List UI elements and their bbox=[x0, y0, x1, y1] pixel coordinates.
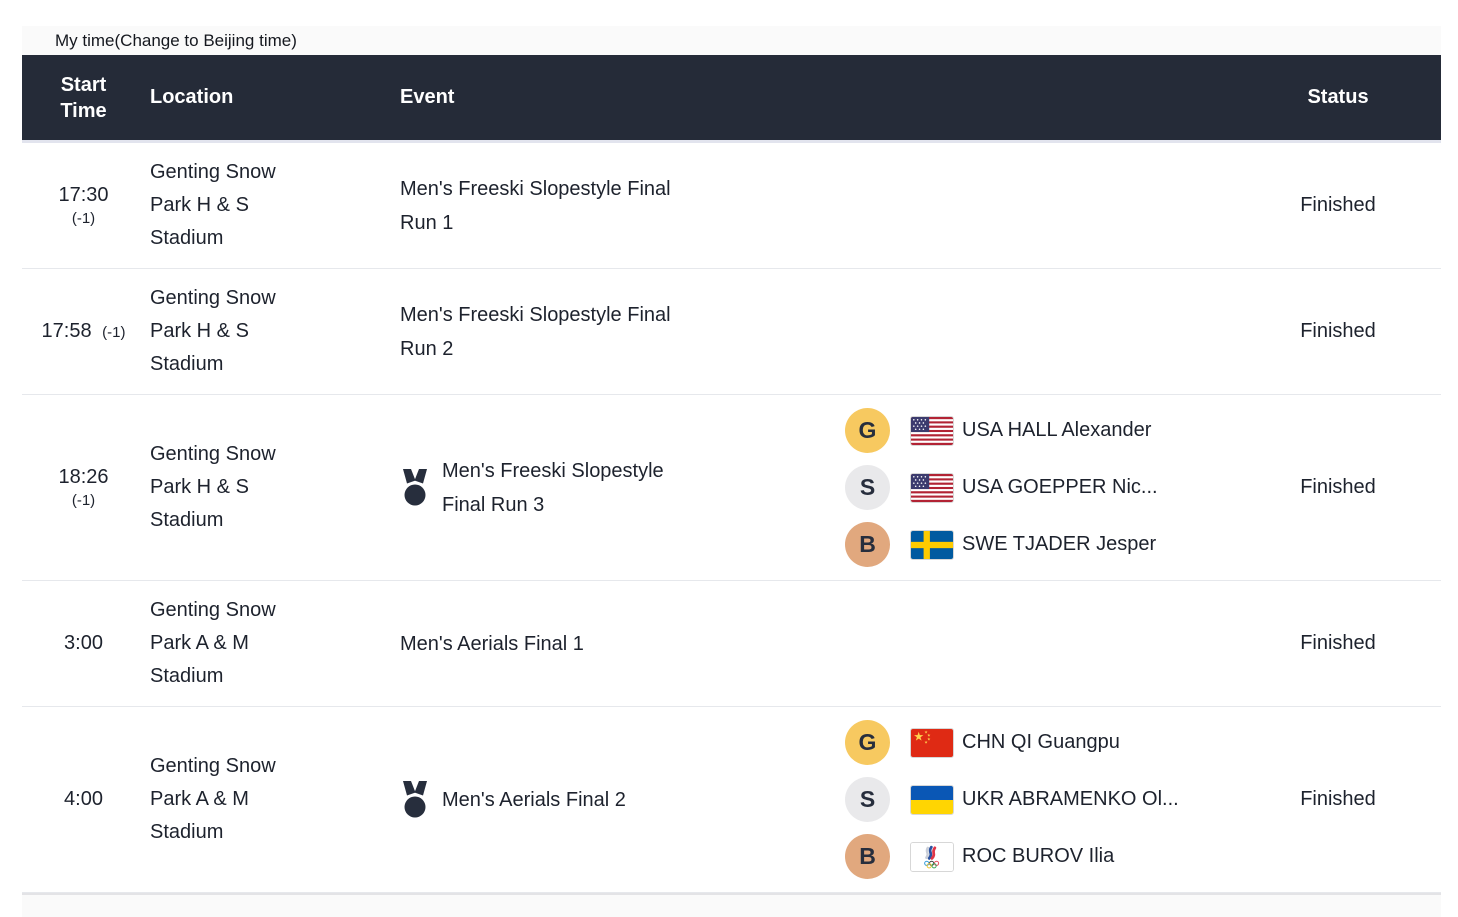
table-body: 17:30 (-1) Genting Snow Park H & S Stadi… bbox=[22, 143, 1441, 893]
medalist-list: G CHN QI Guangpu S UKR ABRAMENKO Ol... B… bbox=[845, 720, 1235, 879]
medalist-item[interactable]: B SWE TJADER Jesper bbox=[845, 522, 1235, 567]
table-row: 3:00 Genting Snow Park A & M Stadium Men… bbox=[22, 581, 1441, 707]
event-cell: Men's Aerials Final 2 bbox=[395, 780, 820, 819]
medal-event-icon bbox=[400, 468, 430, 507]
usa-flag bbox=[910, 472, 954, 503]
table-row: 4:00 Genting Snow Park A & M Stadium Men… bbox=[22, 707, 1441, 893]
medal-badge: B bbox=[845, 834, 890, 879]
medal-badge: G bbox=[845, 408, 890, 453]
location-text: Genting Snow Park H & S Stadium bbox=[150, 161, 276, 249]
start-time-value: 17:58 bbox=[41, 320, 92, 342]
header-event: Event bbox=[400, 86, 455, 108]
status-cell: Finished bbox=[1235, 632, 1441, 655]
location-cell: Genting Snow Park H & S Stadium bbox=[145, 282, 395, 381]
location-cell: Genting Snow Park H & S Stadium bbox=[145, 438, 395, 537]
location-text: Genting Snow Park H & S Stadium bbox=[150, 443, 276, 531]
header-location: Location bbox=[150, 86, 234, 108]
medal-badge: G bbox=[845, 720, 890, 765]
status-text: Finished bbox=[1300, 194, 1376, 216]
start-time-cell: 4:00 bbox=[22, 788, 145, 811]
chn-flag bbox=[910, 727, 954, 758]
medalist-item[interactable]: S USA GOEPPER Nic... bbox=[845, 465, 1235, 510]
status-text: Finished bbox=[1300, 632, 1376, 654]
time-offset: (-1) bbox=[71, 210, 96, 227]
table-row: 18:26 (-1) Genting Snow Park H & S Stadi… bbox=[22, 395, 1441, 581]
status-cell: Finished bbox=[1235, 788, 1441, 811]
location-text: Genting Snow Park A & M Stadium bbox=[150, 599, 276, 687]
medalist-item[interactable]: S UKR ABRAMENKO Ol... bbox=[845, 777, 1235, 822]
medalist-name: SWE TJADER Jesper bbox=[962, 533, 1157, 555]
medal-event-icon bbox=[400, 780, 430, 819]
medalist-list: G USA HALL Alexander S USA GOEPPER Nic..… bbox=[845, 408, 1235, 567]
status-text: Finished bbox=[1300, 320, 1376, 342]
status-cell: Finished bbox=[1235, 194, 1441, 217]
start-time-cell: 17:30 (-1) bbox=[22, 184, 145, 227]
table-row: 17:58 (-1) Genting Snow Park H & S Stadi… bbox=[22, 269, 1441, 395]
change-timezone-link[interactable]: (Change to Beijing time) bbox=[114, 30, 297, 50]
header-start-time: Start Time bbox=[60, 73, 107, 122]
location-cell: Genting Snow Park A & M Stadium bbox=[145, 750, 395, 849]
location-cell: Genting Snow Park A & M Stadium bbox=[145, 594, 395, 693]
medal-badge: S bbox=[845, 465, 890, 510]
event-title[interactable]: Men's Aerials Final 2 bbox=[442, 788, 626, 811]
status-cell: Finished bbox=[1235, 320, 1441, 343]
start-time-value: 18:26 bbox=[58, 466, 109, 488]
medalist-name: CHN QI Guangpu bbox=[962, 731, 1120, 753]
my-time-label: My time bbox=[55, 30, 115, 50]
table-row: 17:30 (-1) Genting Snow Park H & S Stadi… bbox=[22, 143, 1441, 269]
event-title[interactable]: Men's Aerials Final 1 bbox=[400, 632, 584, 655]
event-title[interactable]: Men's Freeski Slopestyle Final Run 1 bbox=[400, 177, 671, 234]
usa-flag bbox=[910, 415, 954, 446]
event-title[interactable]: Men's Freeski Slopestyle Final Run 3 bbox=[442, 459, 664, 516]
roc-flag bbox=[910, 841, 954, 872]
location-text: Genting Snow Park H & S Stadium bbox=[150, 287, 276, 375]
medalist-name: UKR ABRAMENKO Ol... bbox=[962, 788, 1179, 810]
schedule-table: My time (Change to Beijing time) Start T… bbox=[22, 26, 1441, 917]
location-text: Genting Snow Park A & M Stadium bbox=[150, 755, 276, 843]
medal-badge: S bbox=[845, 777, 890, 822]
medal-badge: B bbox=[845, 522, 890, 567]
header-status: Status bbox=[1307, 86, 1369, 108]
medalist-name: ROC BUROV Ilia bbox=[962, 845, 1115, 867]
status-text: Finished bbox=[1300, 476, 1376, 498]
start-time-cell: 17:58 (-1) bbox=[22, 320, 145, 343]
swe-flag bbox=[910, 529, 954, 560]
event-cell: Men's Freeski Slopestyle Final Run 2 bbox=[395, 298, 820, 366]
start-time-cell: 18:26 (-1) bbox=[22, 466, 145, 509]
time-mode-bar: My time (Change to Beijing time) bbox=[22, 26, 1441, 55]
start-time-value: 4:00 bbox=[64, 788, 103, 810]
medalist-item[interactable]: B ROC BUROV Ilia bbox=[845, 834, 1235, 879]
table-footer-band bbox=[22, 893, 1441, 917]
start-time-value: 17:30 bbox=[58, 184, 109, 206]
table-header-row: Start Time Location Event Status bbox=[22, 55, 1441, 143]
event-title[interactable]: Men's Freeski Slopestyle Final Run 2 bbox=[400, 303, 671, 360]
status-text: Finished bbox=[1300, 788, 1376, 810]
event-cell: Men's Freeski Slopestyle Final Run 3 bbox=[395, 454, 820, 522]
medalist-item[interactable]: G USA HALL Alexander bbox=[845, 408, 1235, 453]
medalist-name: USA GOEPPER Nic... bbox=[962, 476, 1158, 498]
medalist-name: USA HALL Alexander bbox=[962, 419, 1152, 441]
medalists-cell: G CHN QI Guangpu S UKR ABRAMENKO Ol... B… bbox=[820, 720, 1235, 879]
time-offset: (-1) bbox=[102, 324, 126, 341]
location-cell: Genting Snow Park H & S Stadium bbox=[145, 156, 395, 255]
start-time-cell: 3:00 bbox=[22, 632, 145, 655]
event-cell: Men's Freeski Slopestyle Final Run 1 bbox=[395, 172, 820, 240]
ukr-flag bbox=[910, 784, 954, 815]
start-time-value: 3:00 bbox=[64, 632, 103, 654]
time-offset: (-1) bbox=[71, 492, 96, 509]
status-cell: Finished bbox=[1235, 476, 1441, 499]
medalists-cell: G USA HALL Alexander S USA GOEPPER Nic..… bbox=[820, 408, 1235, 567]
event-cell: Men's Aerials Final 1 bbox=[395, 627, 820, 661]
medalist-item[interactable]: G CHN QI Guangpu bbox=[845, 720, 1235, 765]
